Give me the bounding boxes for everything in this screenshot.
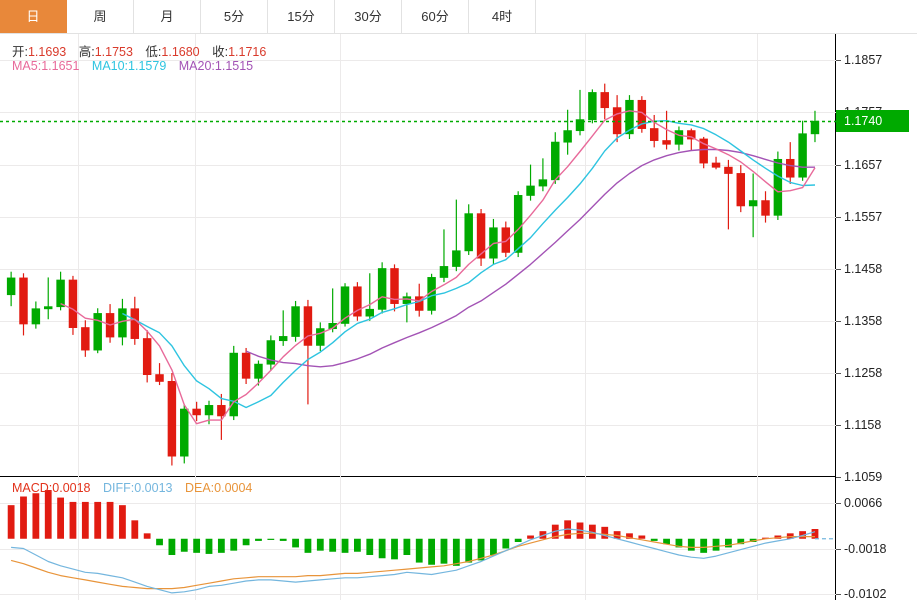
macd-tick-mark (836, 548, 841, 550)
macd-legend: MACD:0.0018 DIFF:0.0013 DEA:0.0004 (12, 481, 252, 495)
price-tick-mark (836, 373, 841, 375)
price-tick-mark (836, 477, 841, 478)
ma10-value: 1.1579 (128, 59, 167, 73)
high-value: 1.1753 (94, 45, 133, 59)
ma20-label: MA20: (178, 59, 215, 73)
price-chart-panel: 开:1.1693 高:1.1753 低:1.1680 收:1.1716 MA5:… (0, 34, 917, 484)
ma20-value: 1.1515 (214, 59, 254, 73)
timeframe-tab-0[interactable]: 日 (0, 0, 67, 33)
price-tick-mark (836, 60, 841, 62)
macd-panel: MACD:0.0018 DIFF:0.0013 DEA:0.0004 0.006… (0, 477, 917, 601)
macd-value: 0.0018 (52, 481, 91, 495)
price-tick-label-0: 1.1857 (844, 53, 883, 68)
timeframe-tab-4[interactable]: 15分 (268, 0, 335, 33)
price-tick-label-4: 1.1458 (844, 261, 883, 276)
price-tick-label-2: 1.1657 (844, 157, 883, 172)
price-tick-label-6: 1.1258 (844, 366, 883, 381)
ma5-label: MA5: (12, 59, 42, 73)
price-tick-mark (836, 425, 841, 427)
timeframe-tabbar: 日周月 5分 15分 30分 60分 4时 (0, 0, 917, 34)
last-price-badge: 1.1740 (836, 110, 909, 133)
price-tick-label-8: 1.1059 (844, 470, 883, 484)
macd-plot-area[interactable] (0, 477, 836, 600)
ma5-value: 1.1651 (41, 59, 80, 73)
dea-label: DEA: (184, 481, 215, 495)
diff-value: 0.0013 (134, 481, 173, 495)
timeframe-tab-7[interactable]: 4时 (469, 0, 536, 33)
timeframe-tab-6[interactable]: 60分 (402, 0, 469, 33)
ma-legend: MA5:1.1651 MA10:1.1579 MA20:1.1515 (12, 59, 253, 73)
macd-label: MACD: (12, 481, 53, 495)
price-tick-label-7: 1.1158 (844, 418, 882, 433)
price-tick-mark (836, 164, 841, 166)
macd-chart-svg (0, 477, 836, 600)
price-axis: 1.18571.17571.16571.15571.14581.13581.12… (836, 34, 917, 484)
price-tick-mark (836, 268, 841, 270)
open-value: 1.1693 (27, 45, 67, 59)
price-chart-svg (0, 34, 836, 477)
high-label: 高: (78, 45, 95, 59)
macd-tick-label-0: 0.0066 (844, 496, 883, 510)
dea-value: 0.0004 (214, 481, 253, 495)
price-tick-label-5: 1.1358 (844, 313, 883, 328)
open-label: 开: (12, 45, 28, 59)
macd-axis: 0.0066 -0.0018 -0.0102 (836, 477, 917, 601)
macd-tick-mark (836, 503, 841, 504)
timeframe-tab-1[interactable]: 周 (67, 0, 134, 33)
price-tick-mark (836, 320, 841, 322)
ohlc-legend: 开:1.1693 高:1.1753 低:1.1680 收:1.1716 (12, 41, 266, 60)
timeframe-tab-2[interactable]: 月 (134, 0, 201, 33)
timeframe-tab-5[interactable]: 30分 (335, 0, 402, 33)
low-label: 低: (145, 45, 162, 59)
timeframe-tab-3[interactable]: 5分 (201, 0, 268, 33)
price-plot-area[interactable] (0, 34, 836, 477)
diff-label: DIFF: (103, 481, 135, 495)
ma10-label: MA10: (91, 59, 129, 73)
macd-tick-label-2: -0.0102 (844, 587, 887, 601)
price-tick-mark (836, 216, 841, 218)
macd-tick-mark (836, 594, 841, 595)
close-label: 收: (212, 45, 229, 59)
price-tick-label-3: 1.1557 (844, 209, 883, 224)
low-value: 1.1680 (161, 45, 200, 59)
macd-tick-label-1: -0.0018 (844, 541, 887, 556)
close-value: 1.1716 (228, 45, 267, 59)
